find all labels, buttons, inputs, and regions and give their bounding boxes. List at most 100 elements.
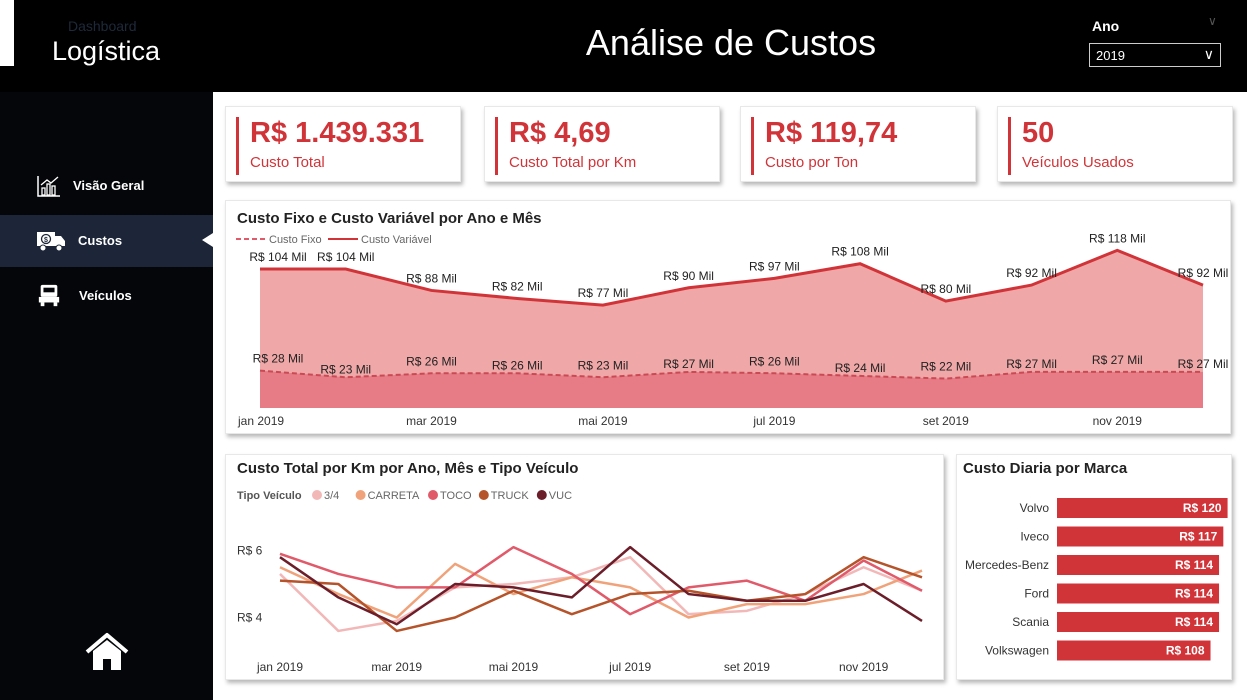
kpi-label: Custo por Ton <box>765 154 859 171</box>
nav-label-custos: Custos <box>78 233 123 248</box>
year-filter-select[interactable]: 2019 ∨ <box>1089 43 1221 67</box>
year-filter-collapse-icon[interactable]: ∨ <box>1208 14 1217 28</box>
legend-fixo: Custo Fixo <box>269 234 322 246</box>
legend-variavel: Custo Variável <box>361 234 432 246</box>
bar-volvo <box>1057 498 1228 518</box>
kpi-label: Custo Total <box>250 154 325 171</box>
variavel-data-label: R$ 108 Mil <box>831 245 888 259</box>
area-chart: Custo Fixo Custo Variável R$ 104 Mil R$ 1… <box>236 231 1229 428</box>
y-tick-label: R$ 4 <box>237 611 263 625</box>
fixo-data-label: R$ 27 Mil <box>1178 357 1229 371</box>
fixo-data-label: R$ 28 Mil <box>253 352 304 366</box>
nav-item-visao-geral[interactable]: Visão Geral <box>0 160 213 212</box>
bar-ford <box>1057 583 1220 604</box>
header: Dashboard Logística Análise de Custos An… <box>0 0 1247 92</box>
legend-label: CARRETA <box>368 490 420 502</box>
legend-marker <box>536 490 547 500</box>
bar-volkswagen <box>1057 640 1211 661</box>
chart-card-custo-km: Custo Total por Km por Ano, Mês e Tipo V… <box>225 454 944 680</box>
x-tick-label: mai 2019 <box>578 414 628 428</box>
main-area: R$ 1.439.331 Custo Total R$ 4,69 Custo T… <box>213 92 1247 700</box>
series-line-toco <box>279 545 923 616</box>
series-line-truck <box>279 555 923 633</box>
y-tick-label: R$ 6 <box>237 543 263 557</box>
bar-iveco <box>1057 526 1224 547</box>
kpi-value: R$ 119,74 <box>765 117 898 149</box>
nav-item-veiculos[interactable]: Veículos <box>0 270 213 322</box>
brand-subtitle: Dashboard <box>68 18 137 34</box>
bar-chart-icon <box>37 176 60 197</box>
bar-value-label: R$ 114 <box>1175 558 1213 572</box>
variavel-data-label: R$ 104 Mil <box>249 250 306 264</box>
bar-category-label: Mercedes-Benz <box>965 558 1049 572</box>
x-tick-label: nov 2019 <box>1093 414 1143 428</box>
bar-value-label: R$ 117 <box>1179 530 1217 544</box>
fixo-data-label: R$ 27 Mil <box>663 357 714 371</box>
x-tick-label: jan 2019 <box>237 414 284 428</box>
nav-label-visao-geral: Visão Geral <box>73 178 145 193</box>
bar-chart: Volvo R$ 120 Iveco R$ 117 Mercedes-Benz R$ 11… <box>965 498 1228 661</box>
money-truck-icon: $ <box>37 232 65 252</box>
bar-scania <box>1057 612 1220 632</box>
legend-marker <box>428 490 438 500</box>
fixo-data-label: R$ 26 Mil <box>749 354 800 368</box>
variavel-data-label: R$ 97 Mil <box>749 259 800 273</box>
chart-title: Custo Fixo e Custo Variável por Ano e Mê… <box>237 210 542 227</box>
variavel-data-label: R$ 104 Mil <box>317 250 374 264</box>
legend-label: VUC <box>549 490 572 502</box>
fixo-data-label: R$ 23 Mil <box>320 362 371 376</box>
x-tick-label: mai 2019 <box>489 660 539 674</box>
sidebar: Visão Geral $ Custos Veículos <box>0 92 213 700</box>
bar-value-label: R$ 114 <box>1175 615 1213 629</box>
bar-category-label: Volvo <box>1020 501 1050 515</box>
kpi-card-veiculos: 50 Veículos Usados <box>997 106 1233 182</box>
kpi-label: Custo Total por Km <box>509 154 637 171</box>
x-tick-label: nov 2019 <box>839 660 889 674</box>
legend-marker <box>312 490 322 500</box>
home-icon[interactable] <box>84 632 130 672</box>
variavel-line <box>260 248 1204 307</box>
bar-category-label: Scania <box>1012 615 1049 629</box>
x-tick-label: mar 2019 <box>406 414 457 428</box>
kpi-value: R$ 4,69 <box>509 117 611 149</box>
active-pointer-icon <box>202 233 213 247</box>
legend-label: TRUCK <box>491 490 530 502</box>
chart-title: Custo Diaria por Marca <box>963 460 1128 477</box>
truck-icon <box>38 284 60 307</box>
x-tick-label: mar 2019 <box>371 660 422 674</box>
fixo-data-label: R$ 23 Mil <box>578 358 629 372</box>
fixo-data-label: R$ 24 Mil <box>835 361 886 375</box>
x-tick-label: jul 2019 <box>608 660 651 674</box>
year-filter-value: 2019 <box>1096 48 1125 63</box>
kpi-card-custo-km: R$ 4,69 Custo Total por Km <box>484 106 720 182</box>
header-strip <box>0 0 14 66</box>
legend-marker <box>355 490 366 500</box>
chart-card-fixo-variavel: Custo Fixo e Custo Variável por Ano e Mê… <box>225 200 1231 434</box>
variavel-data-label: R$ 118 Mil <box>1089 231 1145 245</box>
kpi-value: R$ 1.439.331 <box>250 117 425 149</box>
x-tick-label: set 2019 <box>724 660 770 674</box>
bar-mercedes-benz <box>1057 555 1220 575</box>
chevron-down-icon: ∨ <box>1203 46 1214 62</box>
variavel-data-label: R$ 92 Mil <box>1178 266 1229 280</box>
bar-value-label: R$ 114 <box>1175 587 1213 601</box>
fixo-area <box>260 370 1203 408</box>
kpi-accent-bar <box>236 117 239 175</box>
variavel-data-label: R$ 77 Mil <box>578 286 629 300</box>
bar-category-label: Volkswagen <box>985 644 1049 658</box>
fixo-data-label: R$ 26 Mil <box>406 354 457 368</box>
legend-marker <box>478 490 489 500</box>
fixo-data-label: R$ 27 Mil <box>1092 353 1143 367</box>
series-line-carreta <box>279 562 923 619</box>
kpi-accent-bar <box>751 117 754 175</box>
kpi-label: Veículos Usados <box>1022 154 1134 171</box>
bar-category-label: Ford <box>1024 587 1049 601</box>
bar-value-label: R$ 108 <box>1166 644 1205 658</box>
kpi-card-custo-ton: R$ 119,74 Custo por Ton <box>740 106 976 182</box>
kpi-card-custo-total: R$ 1.439.331 Custo Total <box>225 106 461 182</box>
kpi-value: 50 <box>1022 117 1055 149</box>
variavel-data-label: R$ 80 Mil <box>920 282 971 296</box>
x-tick-label: jul 2019 <box>752 414 795 428</box>
nav-item-custos[interactable]: $ Custos <box>0 215 213 267</box>
fixo-line <box>259 369 1203 380</box>
